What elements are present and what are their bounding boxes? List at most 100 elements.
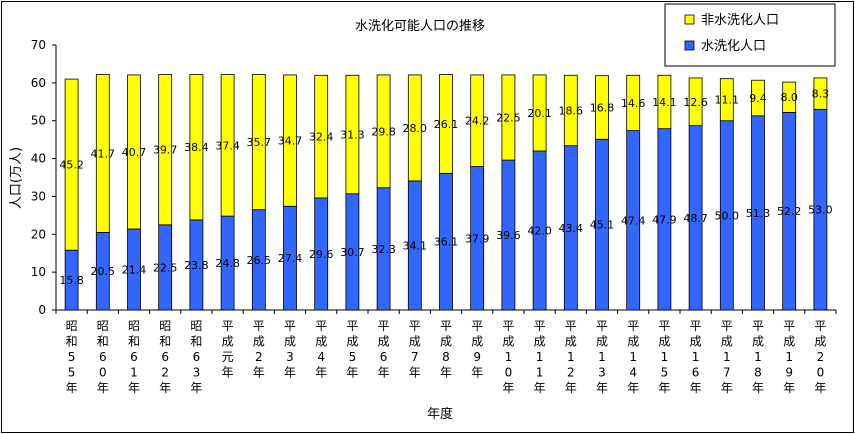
- y-tick-label: 50: [31, 114, 46, 128]
- bar-non-water: [220, 74, 235, 217]
- data-label: 43.4: [559, 222, 584, 235]
- x-tick-label: 平成 8 年: [440, 319, 452, 380]
- data-label: 12.6: [683, 96, 708, 109]
- data-label: 18.6: [559, 104, 584, 117]
- bar-non-water: [688, 77, 703, 127]
- y-tick-label: 10: [31, 265, 46, 279]
- data-label: 15.8: [59, 274, 84, 287]
- data-label: 14.6: [621, 97, 646, 110]
- data-label: 14.1: [652, 96, 677, 109]
- data-label: 27.4: [278, 252, 303, 265]
- bar-non-water: [439, 74, 453, 174]
- data-label: 22.5: [153, 261, 178, 274]
- data-label: 22.5: [496, 111, 521, 124]
- data-label: 29.6: [309, 248, 334, 261]
- data-label: 26.5: [247, 254, 272, 267]
- x-tick-label: 平成 1 8 年: [752, 319, 764, 395]
- x-tick-label: 平成 7 年: [409, 319, 421, 380]
- x-tick-label: 平成 1 5 年: [658, 319, 670, 395]
- data-label: 39.6: [496, 229, 521, 242]
- bar-non-water: [376, 74, 391, 189]
- data-label: 45.1: [590, 219, 615, 232]
- x-tick-label: 昭和 6 1 年: [128, 319, 140, 395]
- bar-non-water: [470, 74, 485, 167]
- data-label: 41.7: [91, 147, 116, 160]
- legend-label: 水洗化人口: [701, 39, 766, 54]
- y-tick-label: 20: [31, 227, 46, 241]
- data-label: 34.7: [278, 135, 303, 148]
- data-label: 20.1: [527, 107, 552, 120]
- legend-box: [664, 3, 836, 67]
- legend-label: 非水洗化人口: [701, 13, 779, 28]
- data-label: 38.4: [184, 141, 209, 154]
- bar-non-water: [64, 78, 79, 251]
- legend-swatch-non-water: [684, 14, 695, 25]
- y-axis-title: 人口(万人): [9, 147, 24, 209]
- bar-non-water: [95, 74, 110, 233]
- bar-non-water: [407, 74, 422, 182]
- data-label: 20.5: [91, 265, 116, 278]
- bar-non-water: [283, 74, 297, 207]
- data-label: 31.3: [340, 129, 365, 142]
- bar-non-water: [782, 81, 797, 113]
- data-label: 16.8: [590, 101, 615, 114]
- data-label: 8.0: [780, 91, 798, 104]
- bar-non-water: [813, 77, 828, 110]
- x-tick-label: 平成 1 4 年: [627, 319, 639, 395]
- legend-swatch-water: [684, 40, 695, 51]
- data-label: 51.3: [746, 207, 771, 220]
- y-tick-label: 40: [31, 152, 46, 166]
- x-tick-label: 平成 2 0 年: [814, 319, 826, 395]
- bar-non-water: [595, 75, 609, 140]
- data-label: 24.2: [465, 115, 490, 128]
- x-tick-label: 平成 1 2 年: [565, 319, 577, 395]
- data-label: 28.0: [403, 122, 428, 135]
- bar-non-water: [345, 74, 360, 195]
- x-tick-label: 平成 1 1 年: [534, 319, 546, 395]
- data-label: 50.0: [715, 209, 740, 222]
- data-label: 40.7: [122, 146, 147, 159]
- bar-non-water: [158, 74, 173, 226]
- data-label: 34.1: [403, 239, 428, 252]
- data-label: 37.9: [465, 232, 490, 245]
- x-tick-label: 平成 4 年: [315, 319, 327, 380]
- x-tick-label: 平成 2 年: [253, 319, 265, 380]
- data-label: 42.0: [527, 225, 552, 238]
- x-tick-label: 平成 1 0 年: [502, 319, 514, 395]
- data-label: 24.8: [215, 257, 240, 270]
- bar-non-water: [251, 74, 266, 211]
- bar-non-water: [626, 74, 641, 131]
- y-tick-label: 30: [31, 189, 46, 203]
- bar-non-water: [501, 74, 516, 161]
- x-tick-label: 平成 1 9 年: [783, 319, 795, 395]
- data-label: 11.1: [715, 94, 740, 107]
- data-label: 47.4: [621, 214, 646, 227]
- x-tick-label: 平成 1 7 年: [721, 319, 733, 395]
- x-tick-label: 平成 3 年: [284, 319, 296, 380]
- data-label: 52.2: [777, 205, 802, 218]
- x-tick-label: 昭和 5 5 年: [66, 319, 78, 395]
- data-label: 45.2: [59, 159, 84, 172]
- bar-non-water: [127, 74, 141, 230]
- x-tick-label: 昭和 6 3 年: [190, 319, 202, 395]
- data-label: 36.1: [434, 236, 459, 249]
- data-label: 39.7: [153, 144, 178, 157]
- bar-non-water: [314, 74, 329, 199]
- chart-title: 水洗化可能人口の推移: [355, 19, 485, 34]
- x-tick-label: 平成 1 6 年: [690, 319, 702, 395]
- x-tick-label: 昭和 6 0 年: [97, 319, 109, 395]
- y-axis-title-group: 人口(万人): [9, 147, 24, 209]
- x-tick-label: 平成 6 年: [378, 319, 390, 380]
- x-tick-label: 平成 5 年: [346, 319, 358, 380]
- data-label: 32.3: [371, 243, 396, 256]
- bar-non-water: [657, 74, 672, 130]
- data-label: 47.9: [652, 213, 677, 226]
- plot-area: 0 10 20 30 40 50 60 70 15.8 45.2 昭和 5 5 年 20.5 41.7 昭和 6 0…: [31, 38, 837, 395]
- data-label: 35.7: [247, 136, 272, 149]
- x-tick-label: 平成 1 3 年: [596, 319, 608, 395]
- data-label: 32.4: [309, 131, 334, 144]
- data-label: 8.3: [812, 88, 830, 101]
- bar-non-water: [563, 74, 578, 147]
